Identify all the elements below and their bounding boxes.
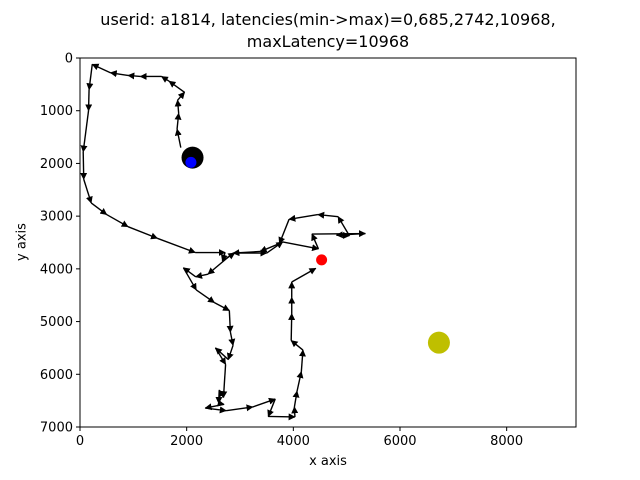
path-segment bbox=[127, 226, 158, 240]
path-segment bbox=[174, 128, 182, 148]
path-segment bbox=[291, 406, 299, 418]
path-segment bbox=[91, 63, 111, 74]
path-segment bbox=[157, 237, 196, 254]
path-segment bbox=[161, 75, 170, 83]
path-segment bbox=[106, 213, 129, 228]
marker-layer bbox=[181, 146, 450, 354]
path-segment bbox=[292, 390, 300, 408]
path-segment bbox=[195, 272, 209, 279]
path-segment bbox=[218, 389, 226, 398]
y-tick-label: 7000 bbox=[40, 421, 73, 436]
path-segment bbox=[259, 242, 280, 253]
path-segment bbox=[83, 179, 93, 204]
path-segment bbox=[204, 403, 225, 411]
y-tick-label: 1000 bbox=[40, 104, 73, 119]
x-axis-label: x axis bbox=[309, 454, 347, 469]
chart-title-line-2: maxLatency=10968 bbox=[246, 32, 410, 51]
x-tick-label: 6000 bbox=[383, 434, 416, 449]
path-segment bbox=[226, 345, 234, 361]
y-tick-label: 0 bbox=[65, 52, 73, 67]
y-tick-label: 3000 bbox=[40, 210, 73, 225]
y-tick-label: 2000 bbox=[40, 157, 73, 172]
chart-title-line-1: userid: a1814, latencies(min->max)=0,685… bbox=[100, 10, 556, 29]
path-segment bbox=[174, 112, 182, 130]
y-axis-ticks: 0 1000 2000 3000 4000 5000 6000 7000 bbox=[40, 52, 80, 436]
y-axis-label: y axis bbox=[14, 223, 30, 261]
path-segment bbox=[127, 72, 141, 80]
path-segment bbox=[80, 110, 90, 153]
path-segment bbox=[232, 249, 261, 257]
path-segment bbox=[109, 70, 129, 78]
path-segment bbox=[85, 89, 93, 112]
path-segment bbox=[214, 301, 230, 312]
path-segment bbox=[177, 91, 186, 101]
path-segment bbox=[182, 267, 197, 278]
y-tick-label: 5000 bbox=[40, 315, 73, 330]
path-segment bbox=[252, 397, 276, 408]
path-segment bbox=[168, 80, 185, 93]
path-segment bbox=[90, 202, 108, 216]
path-segment bbox=[298, 349, 306, 372]
path-segment bbox=[214, 347, 229, 361]
path-segment bbox=[195, 289, 215, 304]
path-segment bbox=[268, 413, 296, 421]
path-segment bbox=[174, 99, 182, 114]
x-tick-label: 0 bbox=[76, 434, 84, 449]
path-segment bbox=[226, 404, 254, 412]
path-segment bbox=[214, 347, 227, 365]
path-segment bbox=[228, 331, 236, 346]
axes-frame bbox=[79, 57, 577, 428]
path-segment bbox=[226, 310, 234, 333]
y-tick-label: 4000 bbox=[40, 262, 73, 277]
red-marker bbox=[316, 254, 328, 266]
path-segment bbox=[290, 340, 304, 351]
path-segment bbox=[311, 233, 320, 250]
path-segment bbox=[80, 151, 88, 180]
x-tick-label: 4000 bbox=[277, 434, 310, 449]
path-segment bbox=[288, 213, 318, 222]
path-segment bbox=[215, 390, 223, 404]
trajectory-path bbox=[80, 63, 367, 421]
x-tick-label: 8000 bbox=[490, 434, 523, 449]
path-segment bbox=[86, 64, 94, 91]
path-segment bbox=[282, 241, 320, 252]
path-segment bbox=[291, 267, 317, 283]
path-segment bbox=[207, 252, 234, 275]
blue-marker bbox=[185, 156, 197, 168]
path-segment bbox=[288, 312, 296, 341]
path-segment bbox=[317, 211, 339, 219]
path-segment bbox=[220, 252, 228, 262]
path-segment bbox=[337, 216, 350, 237]
path-segment bbox=[182, 267, 197, 291]
y-tick-label: 6000 bbox=[40, 368, 73, 383]
x-axis-ticks: 0 2000 4000 6000 8000 bbox=[76, 427, 523, 449]
x-tick-label: 2000 bbox=[170, 434, 203, 449]
path-segment bbox=[278, 219, 290, 245]
path-segment bbox=[267, 398, 276, 418]
path-segment bbox=[336, 231, 351, 239]
path-segment bbox=[205, 406, 227, 414]
yellow-marker bbox=[427, 331, 450, 354]
path-segment bbox=[296, 370, 304, 392]
